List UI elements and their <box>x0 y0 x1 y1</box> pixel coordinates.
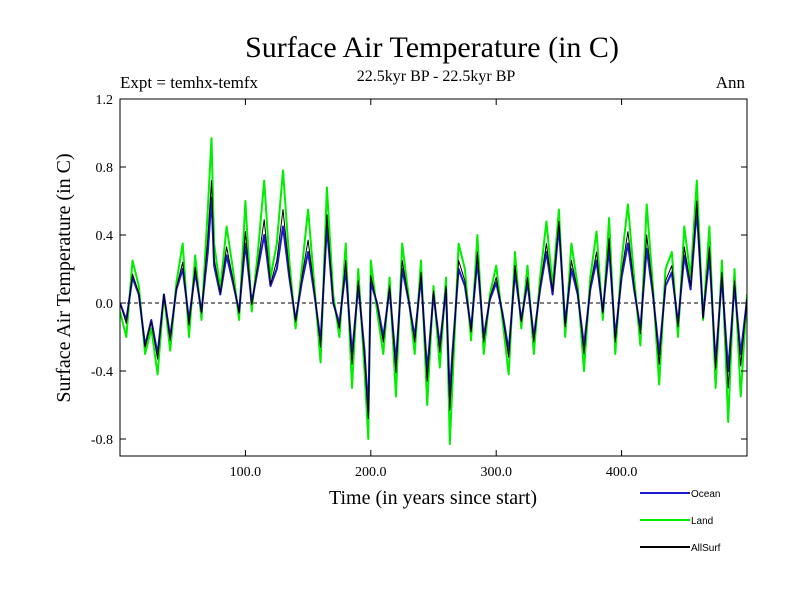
y-tick-label: -0.8 <box>91 433 113 448</box>
chart-subtitle: 22.5kyr BP - 22.5kyr BP <box>357 68 516 85</box>
legend-label-allsurf: AllSurf <box>691 543 721 554</box>
axis-layer: 100.0 200.0 300.0 400.0 -0.8 -0.4 0.0 0.4 0.8 1.2 <box>91 93 747 480</box>
plot-frame <box>119 98 748 457</box>
chart-title: Surface Air Temperature (in C) <box>245 31 619 64</box>
y-tick-label: 1.2 <box>96 93 114 108</box>
y-tick-label: 0.8 <box>96 161 114 176</box>
x-axis-label: Time (in years since start) <box>329 487 537 509</box>
y-tick-label: -0.4 <box>91 365 113 380</box>
x-tick-label: 400.0 <box>606 465 638 480</box>
season-label: Ann <box>716 73 746 92</box>
x-tick-label: 200.0 <box>355 465 387 480</box>
experiment-label: Expt = temhx-temfx <box>120 73 259 92</box>
legend: Ocean Land AllSurf <box>640 489 721 554</box>
legend-label-ocean: Ocean <box>691 489 720 500</box>
series-line-allsurf <box>120 180 747 420</box>
y-axis-label: Surface Air Temperature (in C) <box>53 153 75 402</box>
legend-label-land: Land <box>691 516 713 527</box>
y-tick-label: 0.0 <box>96 297 114 312</box>
series-layer <box>120 137 747 446</box>
series-line-land <box>120 137 747 446</box>
x-tick-label: 300.0 <box>480 465 512 480</box>
y-tick-label: 0.4 <box>96 229 114 244</box>
x-tick-label: 100.0 <box>230 465 262 480</box>
